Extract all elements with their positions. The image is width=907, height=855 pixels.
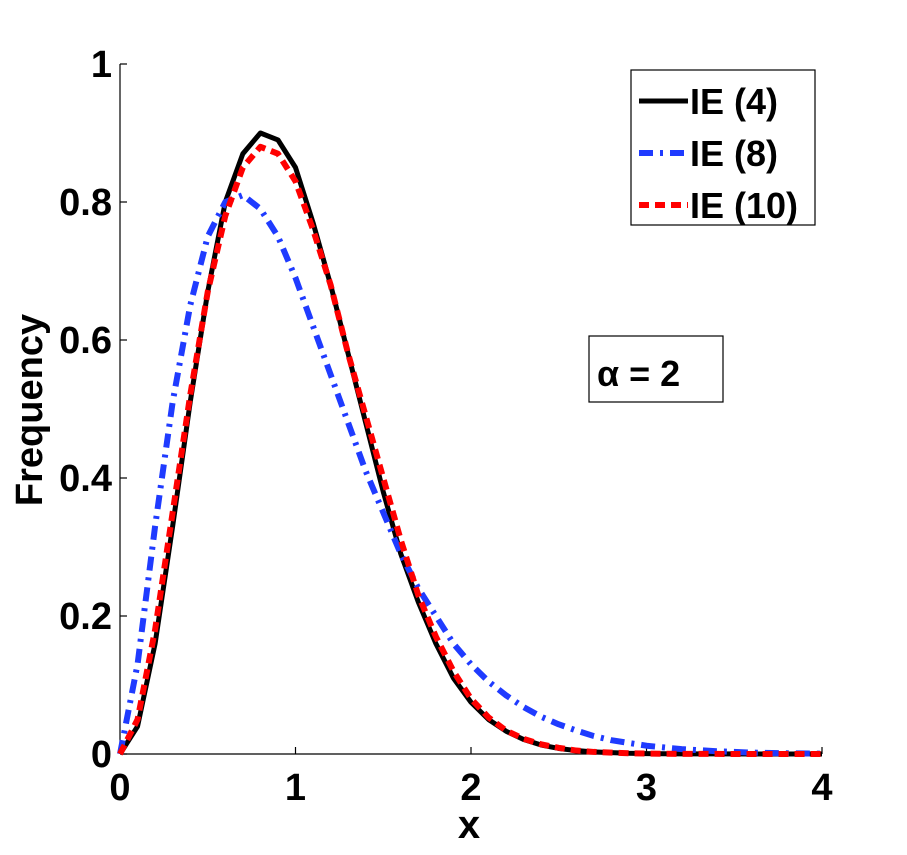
legend: IE (4) IE (8) IE (10) xyxy=(630,69,816,226)
x-tick-label: 1 xyxy=(285,767,306,809)
x-tick-label: 0 xyxy=(109,767,130,809)
y-tick-label: 0.8 xyxy=(59,182,112,224)
x-tick-label: 2 xyxy=(460,767,481,809)
legend-label-2: IE (8) xyxy=(690,133,778,174)
plot-series xyxy=(117,130,823,757)
y-tick-label: 0.4 xyxy=(59,458,112,500)
x-tick-label: 4 xyxy=(811,767,832,809)
x-axis-label: x xyxy=(458,803,480,847)
annotation-box xyxy=(588,335,724,403)
y-tick-label: 1 xyxy=(91,44,112,86)
axes: 0 1 2 3 4 0 0.2 0.4 0.6 0.8 1 xyxy=(59,44,832,809)
alpha-annotation: α = 2 xyxy=(588,335,724,403)
legend-label-3: IE (10) xyxy=(690,185,798,226)
legend-label-1: IE (4) xyxy=(690,81,778,122)
y-tick-label: 0.2 xyxy=(59,596,112,638)
y-axis-label: Frequency xyxy=(9,314,51,506)
legend-items: IE (4) IE (8) IE (10) xyxy=(639,81,798,226)
annotation-text: α = 2 xyxy=(597,353,680,394)
series-line-2 xyxy=(117,192,823,757)
y-tick-label: 0.6 xyxy=(59,320,112,362)
legend-box xyxy=(630,69,816,226)
series-line-3 xyxy=(117,143,822,757)
x-tick-label: 3 xyxy=(636,767,657,809)
y-tick-label: 0 xyxy=(91,734,112,776)
